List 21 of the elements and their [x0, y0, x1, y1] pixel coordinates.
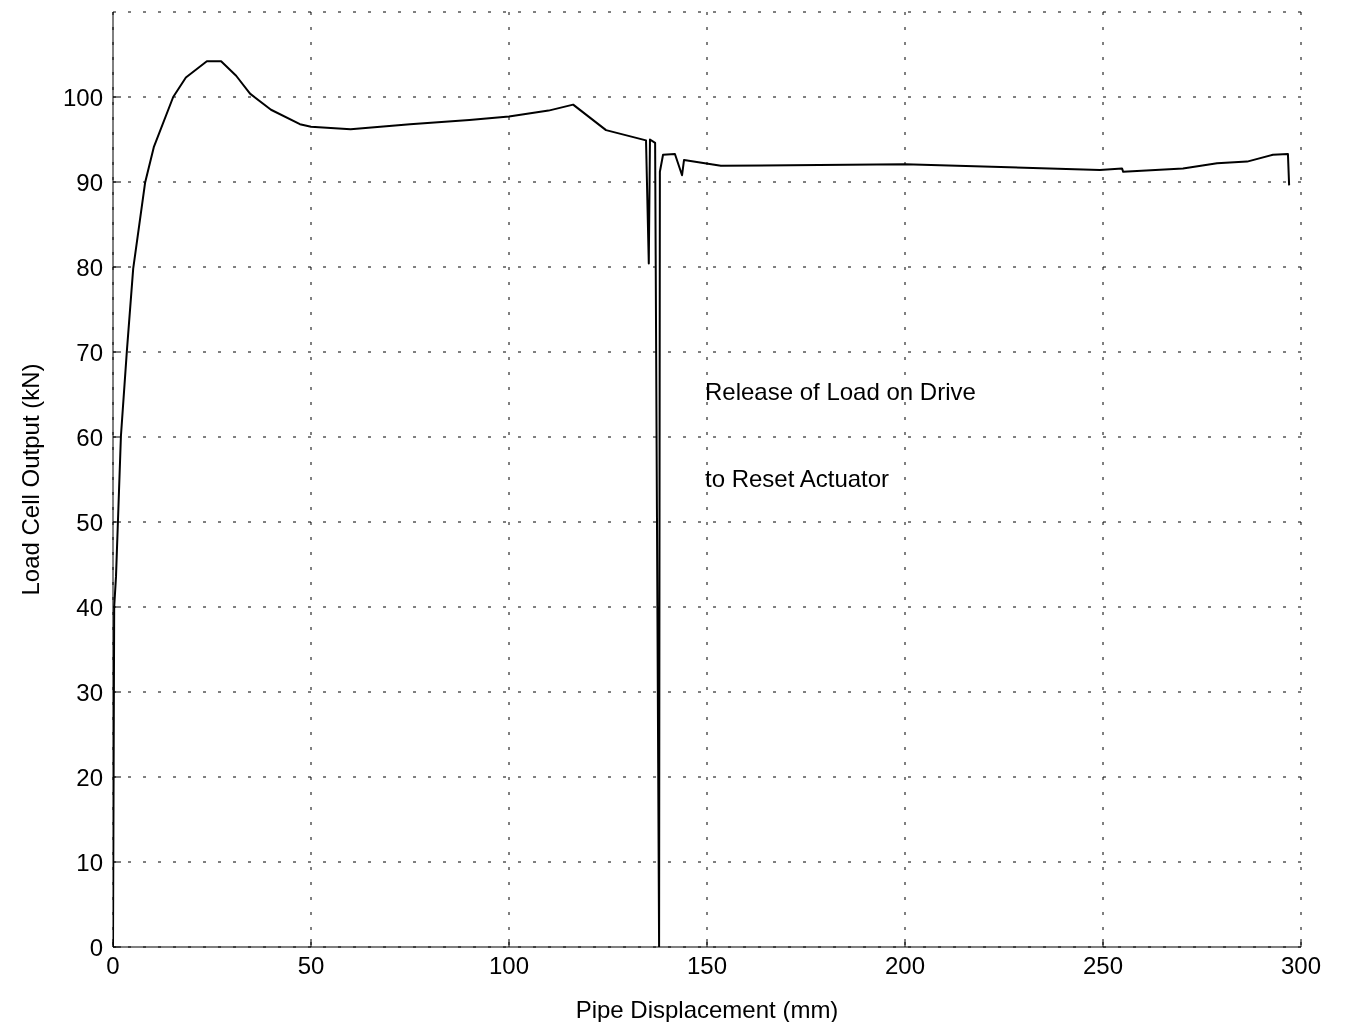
- x-tick-label: 50: [297, 952, 325, 980]
- y-tick-label: 40: [76, 593, 103, 621]
- x-tick-label: 150: [686, 952, 728, 980]
- y-tick-label: 70: [76, 338, 103, 366]
- x-tick-label: 0: [106, 952, 120, 980]
- x-tick-label: 100: [488, 952, 530, 980]
- y-tick-label: 20: [76, 763, 103, 791]
- annotation: to Reset Actuator: [705, 465, 890, 493]
- annotation: Release of Load on Drive: [705, 378, 976, 406]
- y-tick-label: 30: [76, 678, 103, 706]
- y-tick-label: 0: [89, 933, 103, 961]
- y-tick-label: 90: [76, 168, 103, 196]
- x-tick-label: 300: [1280, 952, 1322, 980]
- x-tick-label: 250: [1082, 952, 1124, 980]
- y-tick-label: 10: [76, 848, 103, 876]
- x-tick-label: 200: [884, 952, 926, 980]
- y-axis-title: Load Cell Output (kN): [16, 363, 44, 596]
- y-tick-label: 80: [76, 253, 103, 281]
- y-tick-label: 100: [62, 83, 103, 111]
- y-tick-label: 50: [76, 508, 103, 536]
- y-tick-label: 60: [76, 423, 103, 451]
